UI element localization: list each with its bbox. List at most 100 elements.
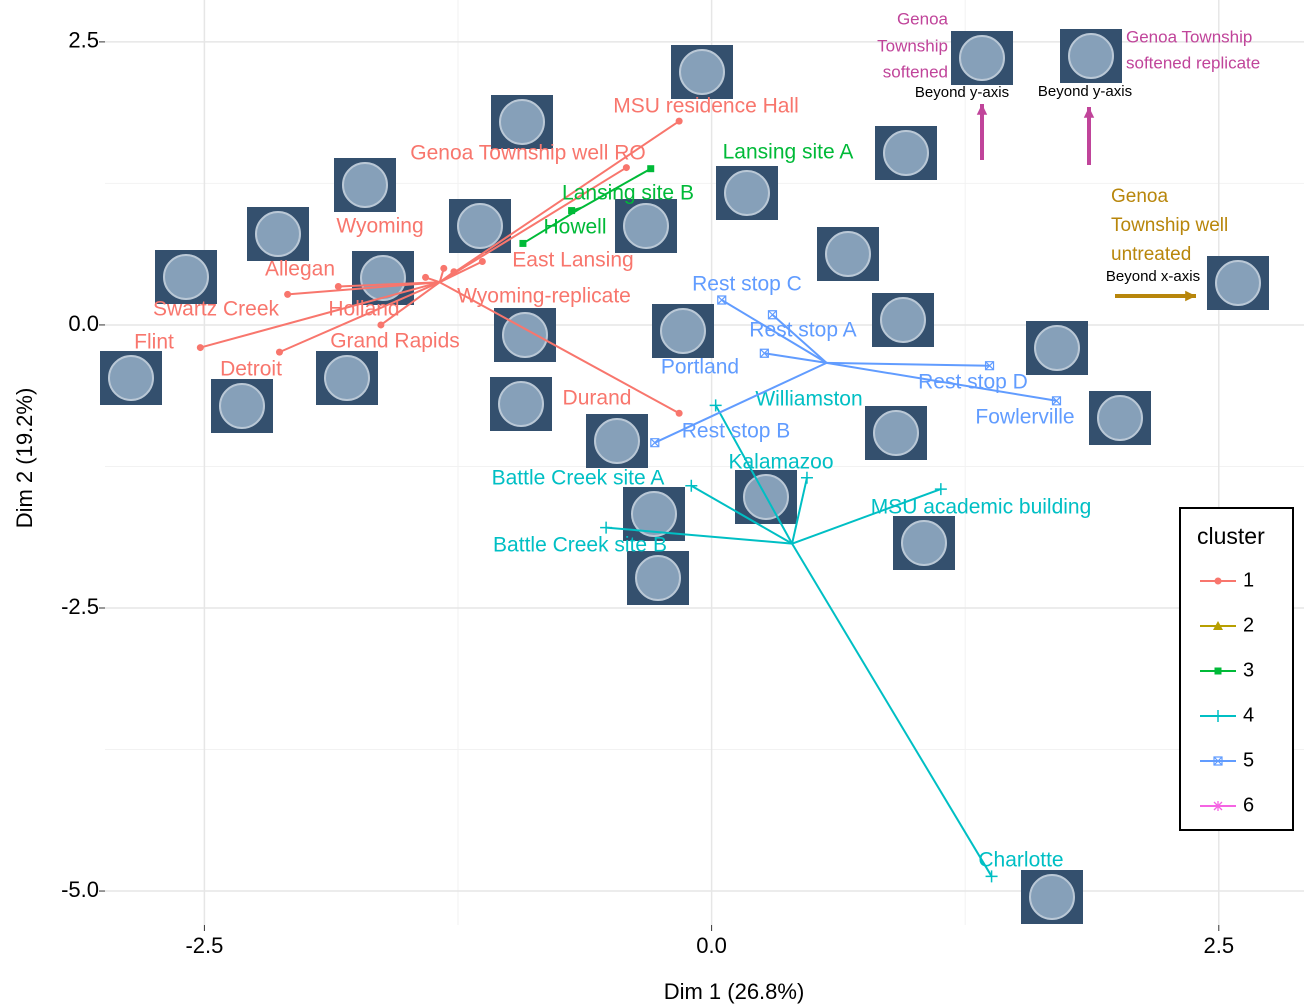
annotation: Genoa Township <box>1126 27 1252 46</box>
thumbnail <box>872 293 934 347</box>
point-label: Kalamazoo <box>728 451 833 474</box>
thumbnail <box>352 251 414 305</box>
thumbnail-disc <box>1215 260 1261 306</box>
annotation: Genoa <box>1111 186 1168 207</box>
thumbnail-disc <box>163 254 209 300</box>
spoke <box>439 260 483 284</box>
point <box>377 321 385 329</box>
point-label: Rest stop A <box>749 319 856 342</box>
point <box>800 471 813 484</box>
point <box>767 310 778 320</box>
point-label: Wyoming <box>336 215 423 238</box>
annotation: Township <box>877 36 948 55</box>
point <box>450 268 458 276</box>
point-label: Allegan <box>265 258 335 281</box>
y-tick-label: 2.5 <box>68 28 99 53</box>
point-label: Rest stop D <box>918 371 1028 394</box>
thumbnail <box>1207 256 1269 310</box>
thumbnail <box>247 207 309 261</box>
spoke <box>826 361 1057 402</box>
point-label: Detroit <box>220 358 282 381</box>
point <box>759 348 769 358</box>
point <box>284 290 292 298</box>
point-label: Rest stop C <box>692 273 802 296</box>
point <box>334 282 342 290</box>
thumbnail-disc <box>631 491 677 537</box>
thumbnail <box>735 470 797 524</box>
point <box>717 295 727 305</box>
annotation: Beyond y-axis <box>915 84 1009 101</box>
thumbnail <box>627 551 689 605</box>
point-label: Genoa Township well RO <box>410 142 645 165</box>
thumbnail <box>893 516 955 570</box>
x-axis-title: Dim 1 (26.8%) <box>664 979 805 1004</box>
thumbnail-disc <box>635 555 681 601</box>
annotation: untreated <box>1111 244 1191 265</box>
point <box>1213 621 1223 630</box>
thumbnail <box>1021 870 1083 924</box>
point <box>422 273 430 281</box>
spoke <box>439 166 627 284</box>
spoke <box>791 488 942 545</box>
thumbnail-disc <box>499 99 545 145</box>
spoke <box>791 543 993 877</box>
thumbnail-disc <box>594 418 640 464</box>
spoke <box>771 314 828 364</box>
spoke <box>826 361 990 367</box>
thumbnail-disc <box>880 297 926 343</box>
point-label: Rest stop B <box>682 420 791 443</box>
point-label: Lansing site B <box>562 182 694 205</box>
point-label: Lansing site A <box>723 141 854 164</box>
thumbnail <box>1060 29 1122 83</box>
thumbnail-disc <box>623 203 669 249</box>
thumbnail <box>490 377 552 431</box>
point-label: Wyoming-replicate <box>457 285 631 308</box>
point-label: Fowlerville <box>975 406 1074 429</box>
point-label: Charlotte <box>978 849 1063 872</box>
thumbnail <box>875 126 937 180</box>
legend-title: cluster <box>1197 523 1265 549</box>
thumbnail-disc <box>502 312 548 358</box>
thumbnail-disc <box>1034 325 1080 371</box>
point <box>934 483 947 496</box>
point-label: Durand <box>563 387 632 410</box>
y-tick-label: -5.0 <box>61 877 99 902</box>
point <box>1213 756 1223 766</box>
spoke <box>714 404 793 545</box>
point-label: Swartz Creek <box>153 298 280 321</box>
annotation: Beyond x-axis <box>1106 268 1200 285</box>
annotation: softened replicate <box>1126 53 1260 72</box>
point <box>440 264 448 272</box>
spoke <box>200 281 441 349</box>
thumbnail-disc <box>1097 395 1143 441</box>
x-tick-label: 2.5 <box>1203 933 1234 958</box>
thumbnail <box>586 414 648 468</box>
spoke <box>654 361 827 444</box>
thumbnail-disc <box>108 355 154 401</box>
y-tick-label: 0.0 <box>68 311 99 336</box>
thumbnail-disc <box>660 308 706 354</box>
point <box>984 361 995 371</box>
point <box>1214 577 1222 585</box>
point <box>275 348 283 356</box>
point-label: MSU residence Hall <box>613 95 799 118</box>
spoke <box>439 281 680 415</box>
annotation: Beyond y-axis <box>1038 83 1132 100</box>
thumbnail-disc <box>724 170 770 216</box>
point <box>1214 667 1222 675</box>
thumbnail-disc <box>959 35 1005 81</box>
annotation: Genoa <box>897 9 949 28</box>
legend-label: 2 <box>1243 614 1254 636</box>
spoke <box>380 281 441 326</box>
point <box>985 870 998 883</box>
point <box>647 165 655 173</box>
x-tick-label: -2.5 <box>185 933 223 958</box>
annotation: softened <box>883 62 948 81</box>
legend-label: 1 <box>1243 569 1254 591</box>
point <box>1212 710 1224 722</box>
thumbnail <box>1089 391 1151 445</box>
thumbnail <box>155 250 217 304</box>
spoke <box>581 167 652 209</box>
spoke <box>287 281 440 296</box>
thumbnail <box>671 45 733 99</box>
